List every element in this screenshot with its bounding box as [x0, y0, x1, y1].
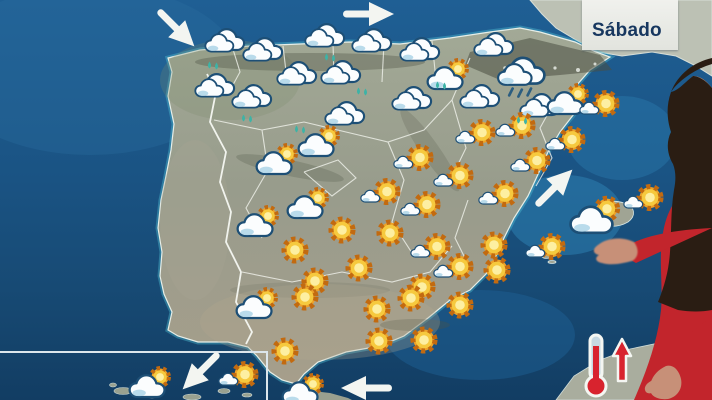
partly-cloudy-sun-icon	[400, 189, 444, 222]
partly-cloudy-sun-icon	[579, 88, 623, 121]
sun-icon	[280, 235, 310, 265]
partly-cloudy-sun-icon	[478, 178, 522, 211]
day-label-box: Sábado	[582, 0, 678, 50]
partly-cloudy-sun-icon	[410, 231, 454, 264]
sun-behind-cloud-icon	[127, 366, 173, 400]
sun-icon	[479, 230, 509, 260]
sun-behind-cloud-icon	[280, 373, 326, 400]
partly-cloudy-sun-icon	[525, 231, 569, 264]
partly-cloudy-sun-icon	[455, 117, 499, 150]
drizzle-icon	[355, 87, 370, 98]
rain-cloud-icon	[497, 54, 550, 100]
cloud-icon	[304, 21, 346, 51]
sun-icon	[375, 218, 405, 248]
drizzle-icon	[515, 116, 530, 127]
sun-behind-cloud-icon	[285, 187, 331, 221]
drizzle-icon	[293, 125, 308, 136]
temperature-up-arrow-icon	[611, 337, 633, 383]
cloud-icon	[276, 59, 318, 89]
sun-icon	[362, 294, 392, 324]
drizzle-icon	[323, 53, 338, 64]
cloud-icon	[231, 82, 273, 112]
partly-cloudy-sun-icon	[393, 142, 437, 175]
sun-icon	[270, 336, 300, 366]
wind-arrow-icon	[341, 1, 395, 27]
wind-arrow-icon	[340, 375, 394, 400]
sun-icon	[327, 215, 357, 245]
temperature-trend-legend	[578, 331, 640, 400]
partly-cloudy-sun-icon	[218, 359, 262, 392]
drizzle-icon	[206, 61, 221, 72]
partly-cloudy-sun-icon	[623, 182, 667, 215]
cloud-icon	[351, 26, 393, 56]
cloud-icon	[194, 71, 236, 101]
sun-icon	[290, 282, 320, 312]
wind-arrow-icon	[148, 0, 205, 56]
sun-behind-cloud-icon	[254, 143, 300, 177]
sun-behind-cloud-icon	[567, 195, 622, 237]
sun-behind-cloud-icon	[235, 205, 281, 239]
drizzle-icon	[240, 114, 255, 125]
partly-cloudy-sun-icon	[360, 176, 404, 209]
partly-cloudy-sun-icon	[433, 160, 477, 193]
sun-icon	[445, 290, 475, 320]
sun-icon	[364, 326, 394, 356]
partly-cloudy-sun-icon	[545, 124, 589, 157]
sun-icon	[396, 283, 426, 313]
sun-icon	[409, 325, 439, 355]
sun-icon	[344, 253, 374, 283]
day-label: Sábado	[592, 20, 662, 41]
thermometer-icon	[584, 333, 608, 398]
cloud-icon	[204, 26, 246, 56]
sun-behind-cloud-icon	[234, 287, 280, 321]
drizzle-icon	[434, 81, 449, 92]
